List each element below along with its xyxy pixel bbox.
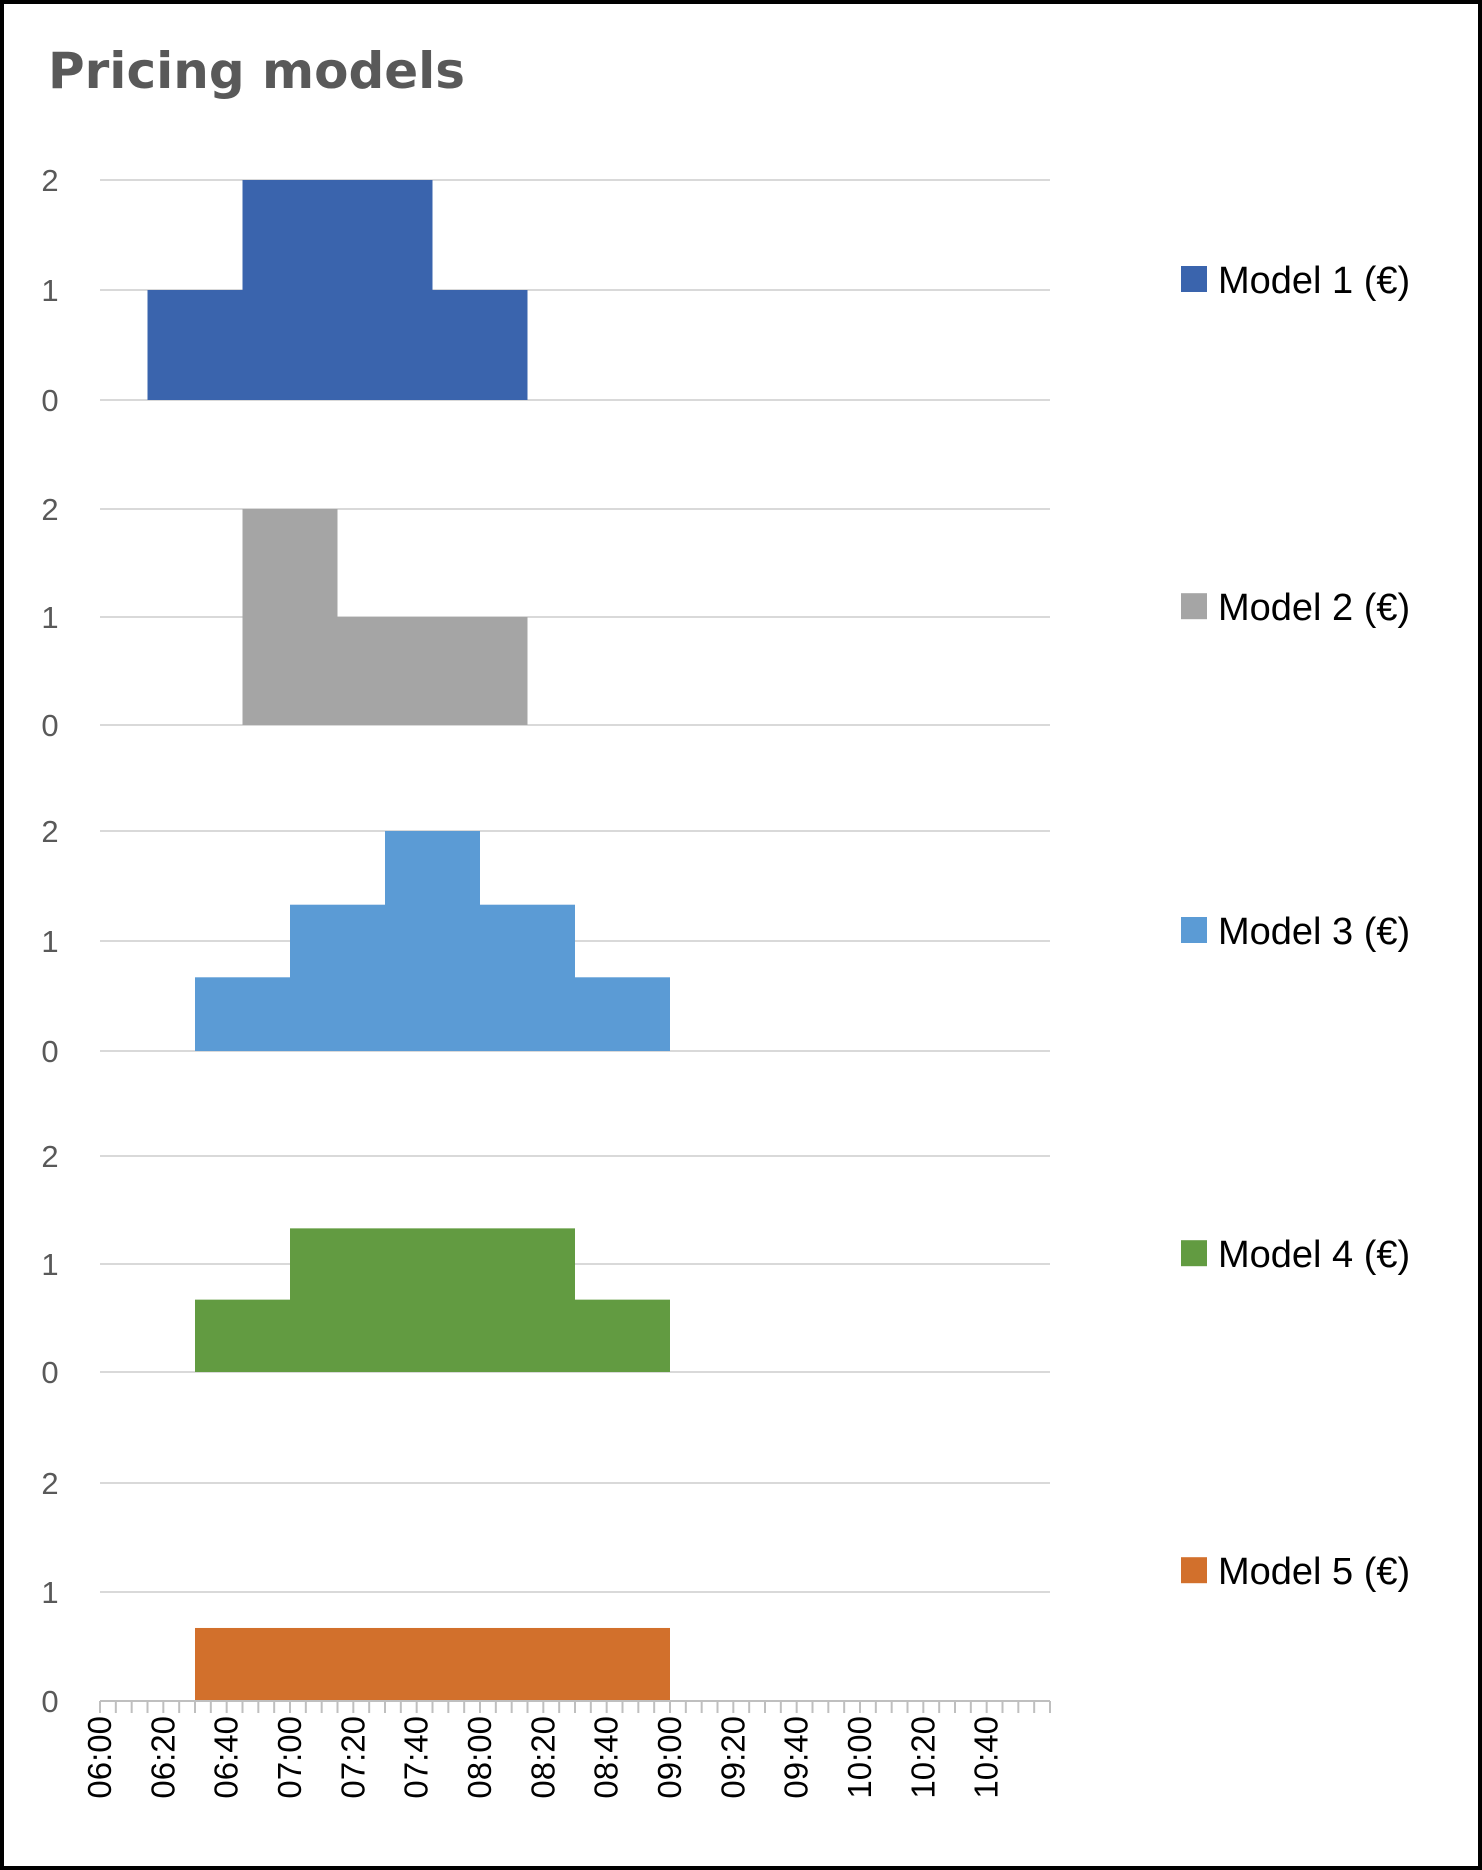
x-tick-label: 08:40 <box>588 1716 625 1799</box>
bar-model-5 <box>195 1627 670 1701</box>
legend-label-model-3: Model 3 (€) <box>1218 911 1410 953</box>
y-tick-label: 2 <box>41 1139 58 1174</box>
legend-swatch-model-5 <box>1181 1557 1207 1584</box>
y-tick-label: 0 <box>41 1355 58 1390</box>
y-tick-label: 2 <box>41 1466 58 1501</box>
x-tick-label: 06:20 <box>144 1716 181 1799</box>
y-tick-label: 0 <box>41 1684 58 1719</box>
bar-model-3 <box>385 831 480 1051</box>
x-tick-label: 07:00 <box>271 1716 308 1799</box>
y-tick-label: 2 <box>41 492 58 527</box>
y-tick-label: 0 <box>41 383 58 418</box>
bar-model-3 <box>480 904 575 1051</box>
legend-label-model-2: Model 2 (€) <box>1218 587 1410 629</box>
bar-model-4 <box>575 1299 670 1372</box>
x-tick-label: 09:20 <box>714 1716 751 1799</box>
y-tick-label: 2 <box>41 163 58 198</box>
chart-title: Pricing models <box>48 42 466 100</box>
x-tick-label: 10:40 <box>968 1716 1005 1799</box>
y-tick-label: 1 <box>41 600 58 635</box>
x-tick-label: 06:00 <box>81 1716 118 1799</box>
x-tick-label: 07:40 <box>398 1716 435 1799</box>
legend-swatch-model-2 <box>1181 593 1207 620</box>
bar-model-1 <box>432 290 528 400</box>
legend-swatch-model-3 <box>1181 917 1207 943</box>
x-tick-label: 07:20 <box>334 1716 371 1799</box>
legend-label-model-1: Model 1 (€) <box>1218 260 1410 302</box>
bar-model-1 <box>147 290 243 400</box>
x-tick-label: 08:00 <box>461 1716 498 1799</box>
bar-model-4 <box>195 1299 290 1372</box>
y-tick-label: 1 <box>41 1247 58 1282</box>
bar-model-3 <box>195 977 290 1051</box>
legend-label-model-5: Model 5 (€) <box>1218 1551 1410 1593</box>
legend-label-model-4: Model 4 (€) <box>1218 1234 1410 1276</box>
y-tick-label: 1 <box>41 924 58 959</box>
bar-model-2 <box>242 509 338 725</box>
legend-swatch-model-1 <box>1181 266 1207 292</box>
bar-model-3 <box>290 904 385 1051</box>
bar-model-2 <box>337 617 528 725</box>
y-tick-label: 0 <box>41 708 58 743</box>
x-tick-label: 09:00 <box>651 1716 688 1799</box>
y-tick-label: 1 <box>41 1575 58 1610</box>
bar-model-1 <box>242 180 433 400</box>
x-tick-label: 08:20 <box>524 1716 561 1799</box>
bar-model-3 <box>575 977 670 1051</box>
y-tick-label: 2 <box>41 814 58 849</box>
legend-swatch-model-4 <box>1181 1240 1207 1267</box>
x-tick-label: 06:40 <box>208 1716 245 1799</box>
x-tick-label: 10:00 <box>841 1716 878 1799</box>
x-tick-label: 09:40 <box>778 1716 815 1799</box>
bar-model-4 <box>290 1228 575 1372</box>
y-tick-label: 1 <box>41 273 58 308</box>
x-tick-label: 10:20 <box>904 1716 941 1799</box>
y-tick-label: 0 <box>41 1034 58 1069</box>
